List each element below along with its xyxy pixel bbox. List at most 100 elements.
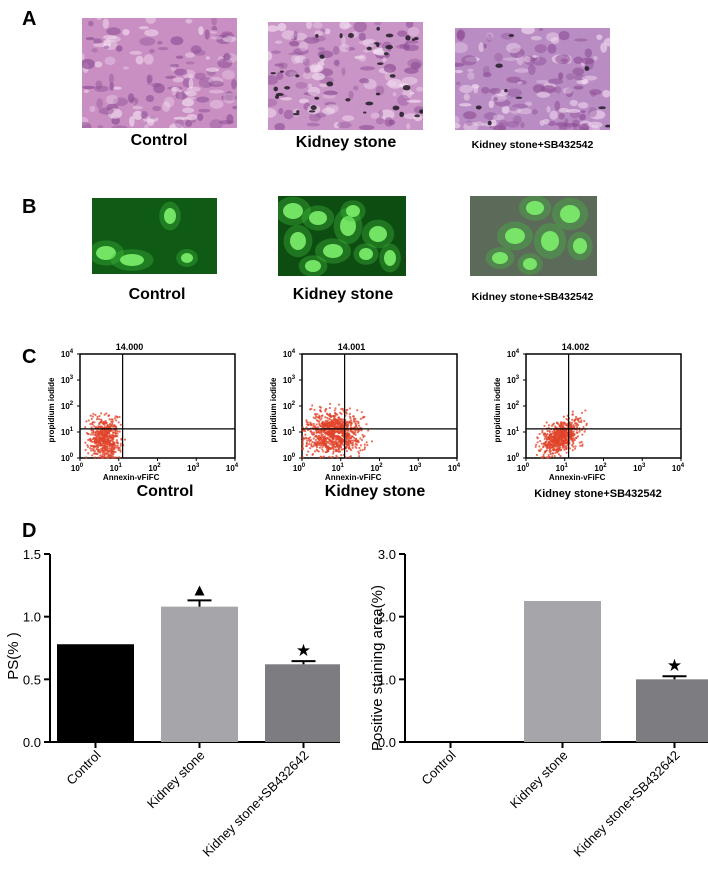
caption-a-kidney-stone-sb432542: Kidney stone+SB432542	[471, 139, 594, 151]
x-tick-label: Kidney stone	[507, 748, 571, 812]
x-tick-label: Control	[418, 747, 458, 787]
flow-plot-kidney-stone: 14.001 100 100 101 101 102 102 103 103 104 104 Anne…	[264, 338, 469, 498]
y-tick-label: 100	[283, 453, 296, 463]
y-axis-label: propidium iodide	[493, 377, 502, 442]
flow-dots	[301, 402, 374, 459]
x-tick-label: 103	[633, 463, 646, 473]
panel-letter-d: D	[22, 520, 37, 542]
y-tick-label: 104	[61, 349, 74, 359]
significance-marker: ★	[296, 641, 311, 660]
y-tick-label: 103	[283, 375, 296, 385]
fluorescence-pattern-icon	[92, 198, 217, 274]
y-tick-label: 0.0	[23, 735, 41, 750]
y-tick-label: 2.0	[378, 610, 396, 625]
x-axis-label: Annexin-vFiFC	[325, 473, 382, 482]
flow-plot-kidney-stone-sb432542: 14.002 100 100 101 101 102 102 103 103 104 104 Anne…	[488, 338, 693, 498]
bar	[57, 644, 134, 742]
caption-b-kidney-stone-sb432542: Kidney stone+SB432542	[471, 291, 594, 303]
x-tick-label: 102	[148, 463, 161, 473]
y-tick-label: 1.0	[23, 610, 41, 625]
x-axis-label: Annexin-vFiFC	[103, 473, 160, 482]
y-tick-label: 1.0	[378, 672, 396, 687]
caption-a-kidney-stone: Kidney stone	[295, 134, 397, 151]
y-tick-label: 100	[507, 453, 520, 463]
flow-plot-title: 14.001	[338, 342, 366, 352]
panel-letter-b: B	[22, 196, 37, 218]
caption-c-kidney-stone-sb432542: Kidney stone+SB432542	[534, 488, 662, 500]
bar	[161, 606, 238, 742]
tissue-pattern-icon	[268, 22, 423, 130]
y-tick-label: 101	[507, 427, 520, 437]
y-tick-label: 3.0	[378, 547, 396, 562]
bar-chart-positive-staining: 0.0 1.0 2.0 3.0 Positive staining area(%) Con…	[369, 547, 708, 860]
y-axis-label: propidium iodide	[47, 377, 56, 442]
flow-dots	[534, 409, 588, 459]
panel-letter-a: A	[22, 8, 37, 30]
x-tick-label: 104	[672, 463, 685, 473]
y-axis-label: PS(% )	[5, 632, 22, 680]
x-tick-label: Kidney stone+SB432642	[200, 748, 312, 860]
y-tick-label: 100	[61, 453, 74, 463]
y-tick-label: 102	[61, 401, 74, 411]
y-tick-label: 0.5	[23, 672, 41, 687]
y-tick-label: 101	[283, 427, 296, 437]
tissue-pattern-icon	[455, 28, 610, 130]
x-tick-label: 103	[187, 463, 200, 473]
x-tick-label: Control	[63, 747, 103, 787]
fluorescence-image-control	[92, 198, 217, 274]
he-stain-image-kidney-stone-sb432542	[455, 28, 610, 130]
x-tick-label: 100	[71, 463, 84, 473]
x-tick-label: 103	[409, 463, 422, 473]
x-tick-label: 104	[226, 463, 239, 473]
bar	[265, 664, 340, 742]
y-tick-label: 101	[61, 427, 74, 437]
fluorescence-image-kidney-stone	[278, 196, 406, 276]
x-tick-label: 101	[556, 463, 569, 473]
he-stain-image-control	[82, 18, 237, 128]
fluorescence-pattern-icon	[278, 196, 406, 276]
flow-plot-control: 14.000 100 100 101 101 102 102 103 103 104 104 Anne…	[42, 338, 247, 498]
y-tick-label: 102	[283, 401, 296, 411]
panel-letter-c: C	[22, 346, 37, 368]
he-stain-image-kidney-stone	[268, 22, 423, 130]
caption-b-control: Control	[128, 286, 186, 303]
y-tick-label: 1.5	[23, 547, 41, 562]
flow-plot-title: 14.000	[116, 342, 144, 352]
y-tick-label: 0.0	[378, 735, 396, 750]
bar	[636, 679, 708, 742]
tissue-pattern-icon	[82, 18, 237, 128]
fluorescence-image-kidney-stone-sb432542	[470, 196, 597, 276]
y-axis-label: propidium iodide	[269, 377, 278, 442]
y-tick-label: 102	[507, 401, 520, 411]
x-tick-label: 101	[110, 463, 123, 473]
y-axis-label: Positive staining area(%)	[369, 585, 386, 751]
y-tick-label: 103	[507, 375, 520, 385]
flow-dots	[84, 412, 127, 459]
bar	[412, 741, 489, 742]
flow-plot-title: 14.002	[562, 342, 590, 352]
x-tick-label: Kidney stone+SB432642	[571, 748, 683, 860]
caption-a-control: Control	[130, 132, 188, 149]
x-tick-label: 104	[448, 463, 461, 473]
y-tick-label: 104	[283, 349, 296, 359]
bar	[524, 601, 601, 742]
x-tick-label: 100	[517, 463, 530, 473]
bar-chart-ps: 0.0 0.5 1.0 1.5 PS(% ) Control ▲ Kidney stone ★ K…	[5, 547, 340, 860]
x-tick-label: 102	[370, 463, 383, 473]
y-tick-label: 103	[61, 375, 74, 385]
significance-marker: ▲	[191, 580, 208, 599]
x-tick-label: Kidney stone	[144, 748, 208, 812]
caption-c-kidney-stone: Kidney stone	[324, 483, 426, 500]
y-tick-label: 104	[507, 349, 520, 359]
caption-b-kidney-stone: Kidney stone	[292, 286, 394, 303]
caption-c-control: Control	[136, 483, 194, 500]
x-tick-label: 102	[594, 463, 607, 473]
significance-marker: ★	[667, 656, 682, 675]
x-tick-label: 101	[332, 463, 345, 473]
fluorescence-pattern-icon	[470, 196, 597, 276]
x-tick-label: 100	[293, 463, 306, 473]
x-axis-label: Annexin-vFiFC	[549, 473, 606, 482]
